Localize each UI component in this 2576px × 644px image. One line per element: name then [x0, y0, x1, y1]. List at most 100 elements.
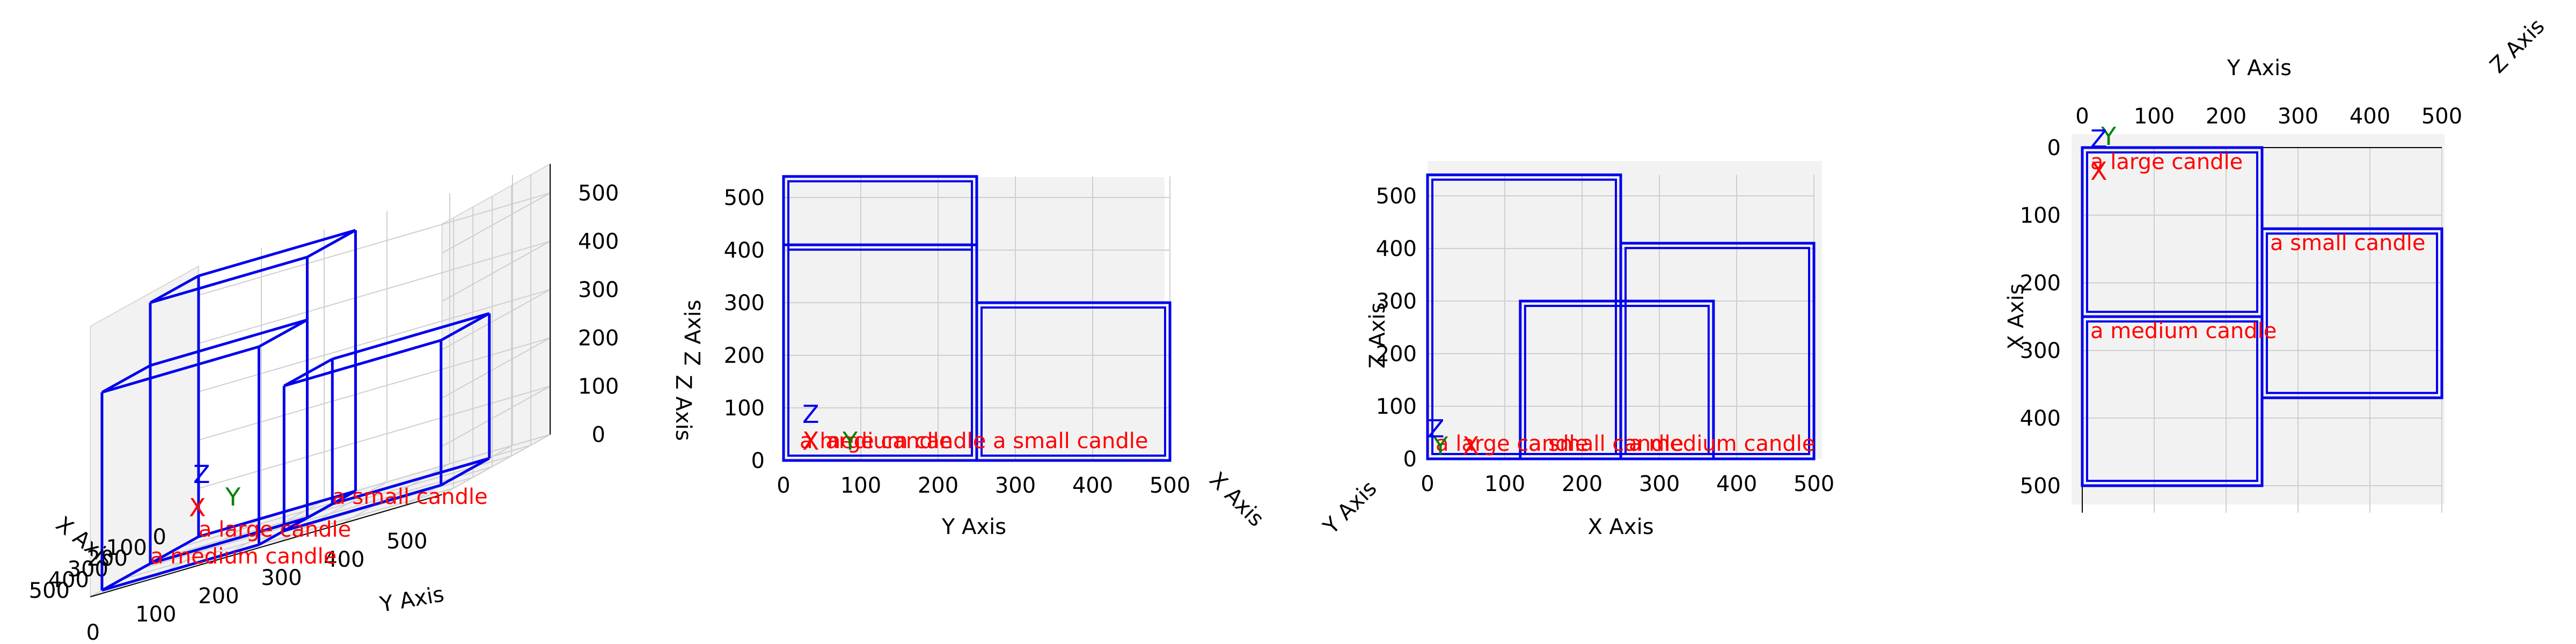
box-outline-far: [2086, 151, 2258, 313]
view-side-boxes: [1426, 173, 1816, 460]
view-perspective: 0100200300400500010020030040050001002003…: [29, 163, 696, 644]
y-tick-label: 200: [198, 584, 239, 609]
view-top-xy: 0 100 200 300 400 500 0 100 200 300 400 500 a large…: [2004, 14, 2550, 513]
origin-axis-x-letter: X: [189, 493, 206, 522]
origin-axis-y-letter: Y: [1432, 431, 1448, 460]
origin-axis-y-letter: Y: [225, 482, 241, 511]
box-edge: [150, 318, 308, 367]
z-tick-label: 0: [591, 423, 605, 448]
box-edge: [149, 535, 200, 565]
x-tick-label: 200: [1562, 472, 1602, 496]
x-tick-label: 500: [1794, 472, 1834, 496]
box-outline: [1519, 299, 1715, 460]
box-edge: [306, 229, 356, 259]
box-edge: [283, 484, 442, 532]
origin-axis-y-letter: Y: [842, 427, 858, 456]
box-edge: [258, 318, 308, 348]
z-tick-label: 500: [724, 186, 765, 210]
box-outline-far: [1524, 305, 1710, 455]
view-side-ylabel: Y Axis: [1318, 476, 1381, 539]
y-tick-label: 500: [1150, 473, 1190, 498]
x-tick-label: 500: [29, 579, 70, 603]
x-tick-label: 200: [2020, 271, 2061, 296]
box-edge: [149, 274, 200, 304]
origin-axis-y-letter: Y: [2101, 122, 2117, 151]
box-label: a small candle: [2270, 231, 2425, 255]
x-tick-label: 0: [2047, 136, 2061, 160]
z-tick-label: 100: [724, 396, 765, 421]
box-edge: [198, 489, 356, 538]
z-tick-label: 300: [578, 278, 619, 303]
box-edge: [440, 457, 491, 487]
box-edge: [332, 457, 490, 506]
origin-axis-x-letter: X: [2090, 157, 2107, 186]
box-edge: [101, 543, 260, 592]
y-tick-label: 400: [324, 547, 364, 572]
x-tick-label: 400: [1716, 472, 1757, 496]
box-edge: [332, 312, 490, 361]
box-edge: [258, 516, 308, 546]
box-outline: [1619, 241, 1816, 460]
z-tick-label: 100: [1376, 394, 1417, 419]
box-edge: [101, 562, 151, 592]
box-edge: [440, 312, 491, 342]
x-tick-label: 300: [1639, 472, 1680, 496]
origin-axis-x-letter: X: [802, 427, 819, 456]
y-tick-label: 100: [2134, 104, 2175, 129]
box-outline: [2260, 227, 2443, 399]
box-outline: [2081, 315, 2264, 487]
x-tick-label: 100: [2020, 203, 2061, 228]
box-edge: [101, 364, 151, 394]
origin-axis-z-letter: Z: [2090, 125, 2107, 153]
origin-axis-z-letter: Z: [802, 400, 819, 429]
box-outline: [782, 243, 978, 462]
view-side-xz: 0 100 200 300 400 500 0 100 200 300 400 500 a large…: [1318, 161, 1834, 539]
box-outline-far: [2086, 320, 2258, 482]
box-edge: [283, 339, 442, 387]
box-label: a small candle: [332, 485, 487, 509]
y-tick-label: 300: [261, 566, 302, 590]
box-edge: [101, 345, 260, 394]
view-perspective-ticks: 0100200300400500010020030040050001002003…: [29, 164, 619, 644]
y-tick-label: 500: [386, 529, 427, 554]
view-front-zlabel: Z Axis: [681, 299, 706, 365]
box-edge: [150, 255, 308, 304]
origin-axis-z-letter: Z: [193, 460, 210, 489]
x-tick-label: 400: [2020, 406, 2061, 431]
y-tick-label: 200: [918, 473, 958, 498]
x-tick-label: 100: [1484, 472, 1525, 496]
view-top-xlabel: X Axis: [2004, 283, 2029, 349]
view-front-ylabel: Y Axis: [941, 515, 1006, 539]
y-tick-label: 100: [135, 602, 176, 627]
z-tick-label: 400: [578, 230, 619, 254]
box-label: a medium candle: [2090, 319, 2277, 343]
view-perspective-box-labels: a large candle a small candle a medium can…: [150, 460, 488, 569]
view-front-pane: [784, 177, 1165, 460]
box-label: a large candle: [2090, 150, 2243, 174]
z-tick-label: 500: [578, 181, 619, 206]
y-tick-label: 400: [2350, 104, 2390, 129]
z-tick-label: 200: [578, 326, 619, 351]
x-tick-label: 200: [87, 546, 128, 571]
view-side-xlabel: X Axis: [1587, 515, 1653, 539]
x-tick-label: 300: [2020, 339, 2061, 363]
y-tick-label: 0: [86, 620, 100, 644]
view-top-ticks: 0 100 200 300 400 500 0 100 200 300 400 500: [2020, 104, 2462, 513]
view-perspective-zlabel: Z Axis: [671, 375, 696, 441]
view-top-zlabel: Z Axis: [2485, 14, 2550, 78]
box-outline-far: [1624, 247, 1810, 455]
box-edge: [198, 229, 356, 277]
box-label: a small candle: [1528, 431, 1684, 456]
x-tick-label: 100: [106, 536, 147, 560]
y-tick-label: 100: [840, 473, 881, 498]
view-top-box-labels: a large candle a small candle a medium can…: [2090, 122, 2425, 343]
view-side-ticks: 0 100 200 300 400 500 0 100 200 300 400 500: [1376, 174, 1834, 496]
view-side-zlabel: Z Axis: [1365, 302, 1390, 368]
z-tick-label: 400: [1376, 237, 1417, 261]
box-label: a large candle: [800, 429, 952, 453]
box-outline-far: [980, 306, 1166, 457]
z-tick-label: 100: [578, 375, 619, 399]
view-front-box-labels: a large candle a small candle a medium can…: [800, 400, 1148, 456]
box-edge: [150, 516, 308, 565]
